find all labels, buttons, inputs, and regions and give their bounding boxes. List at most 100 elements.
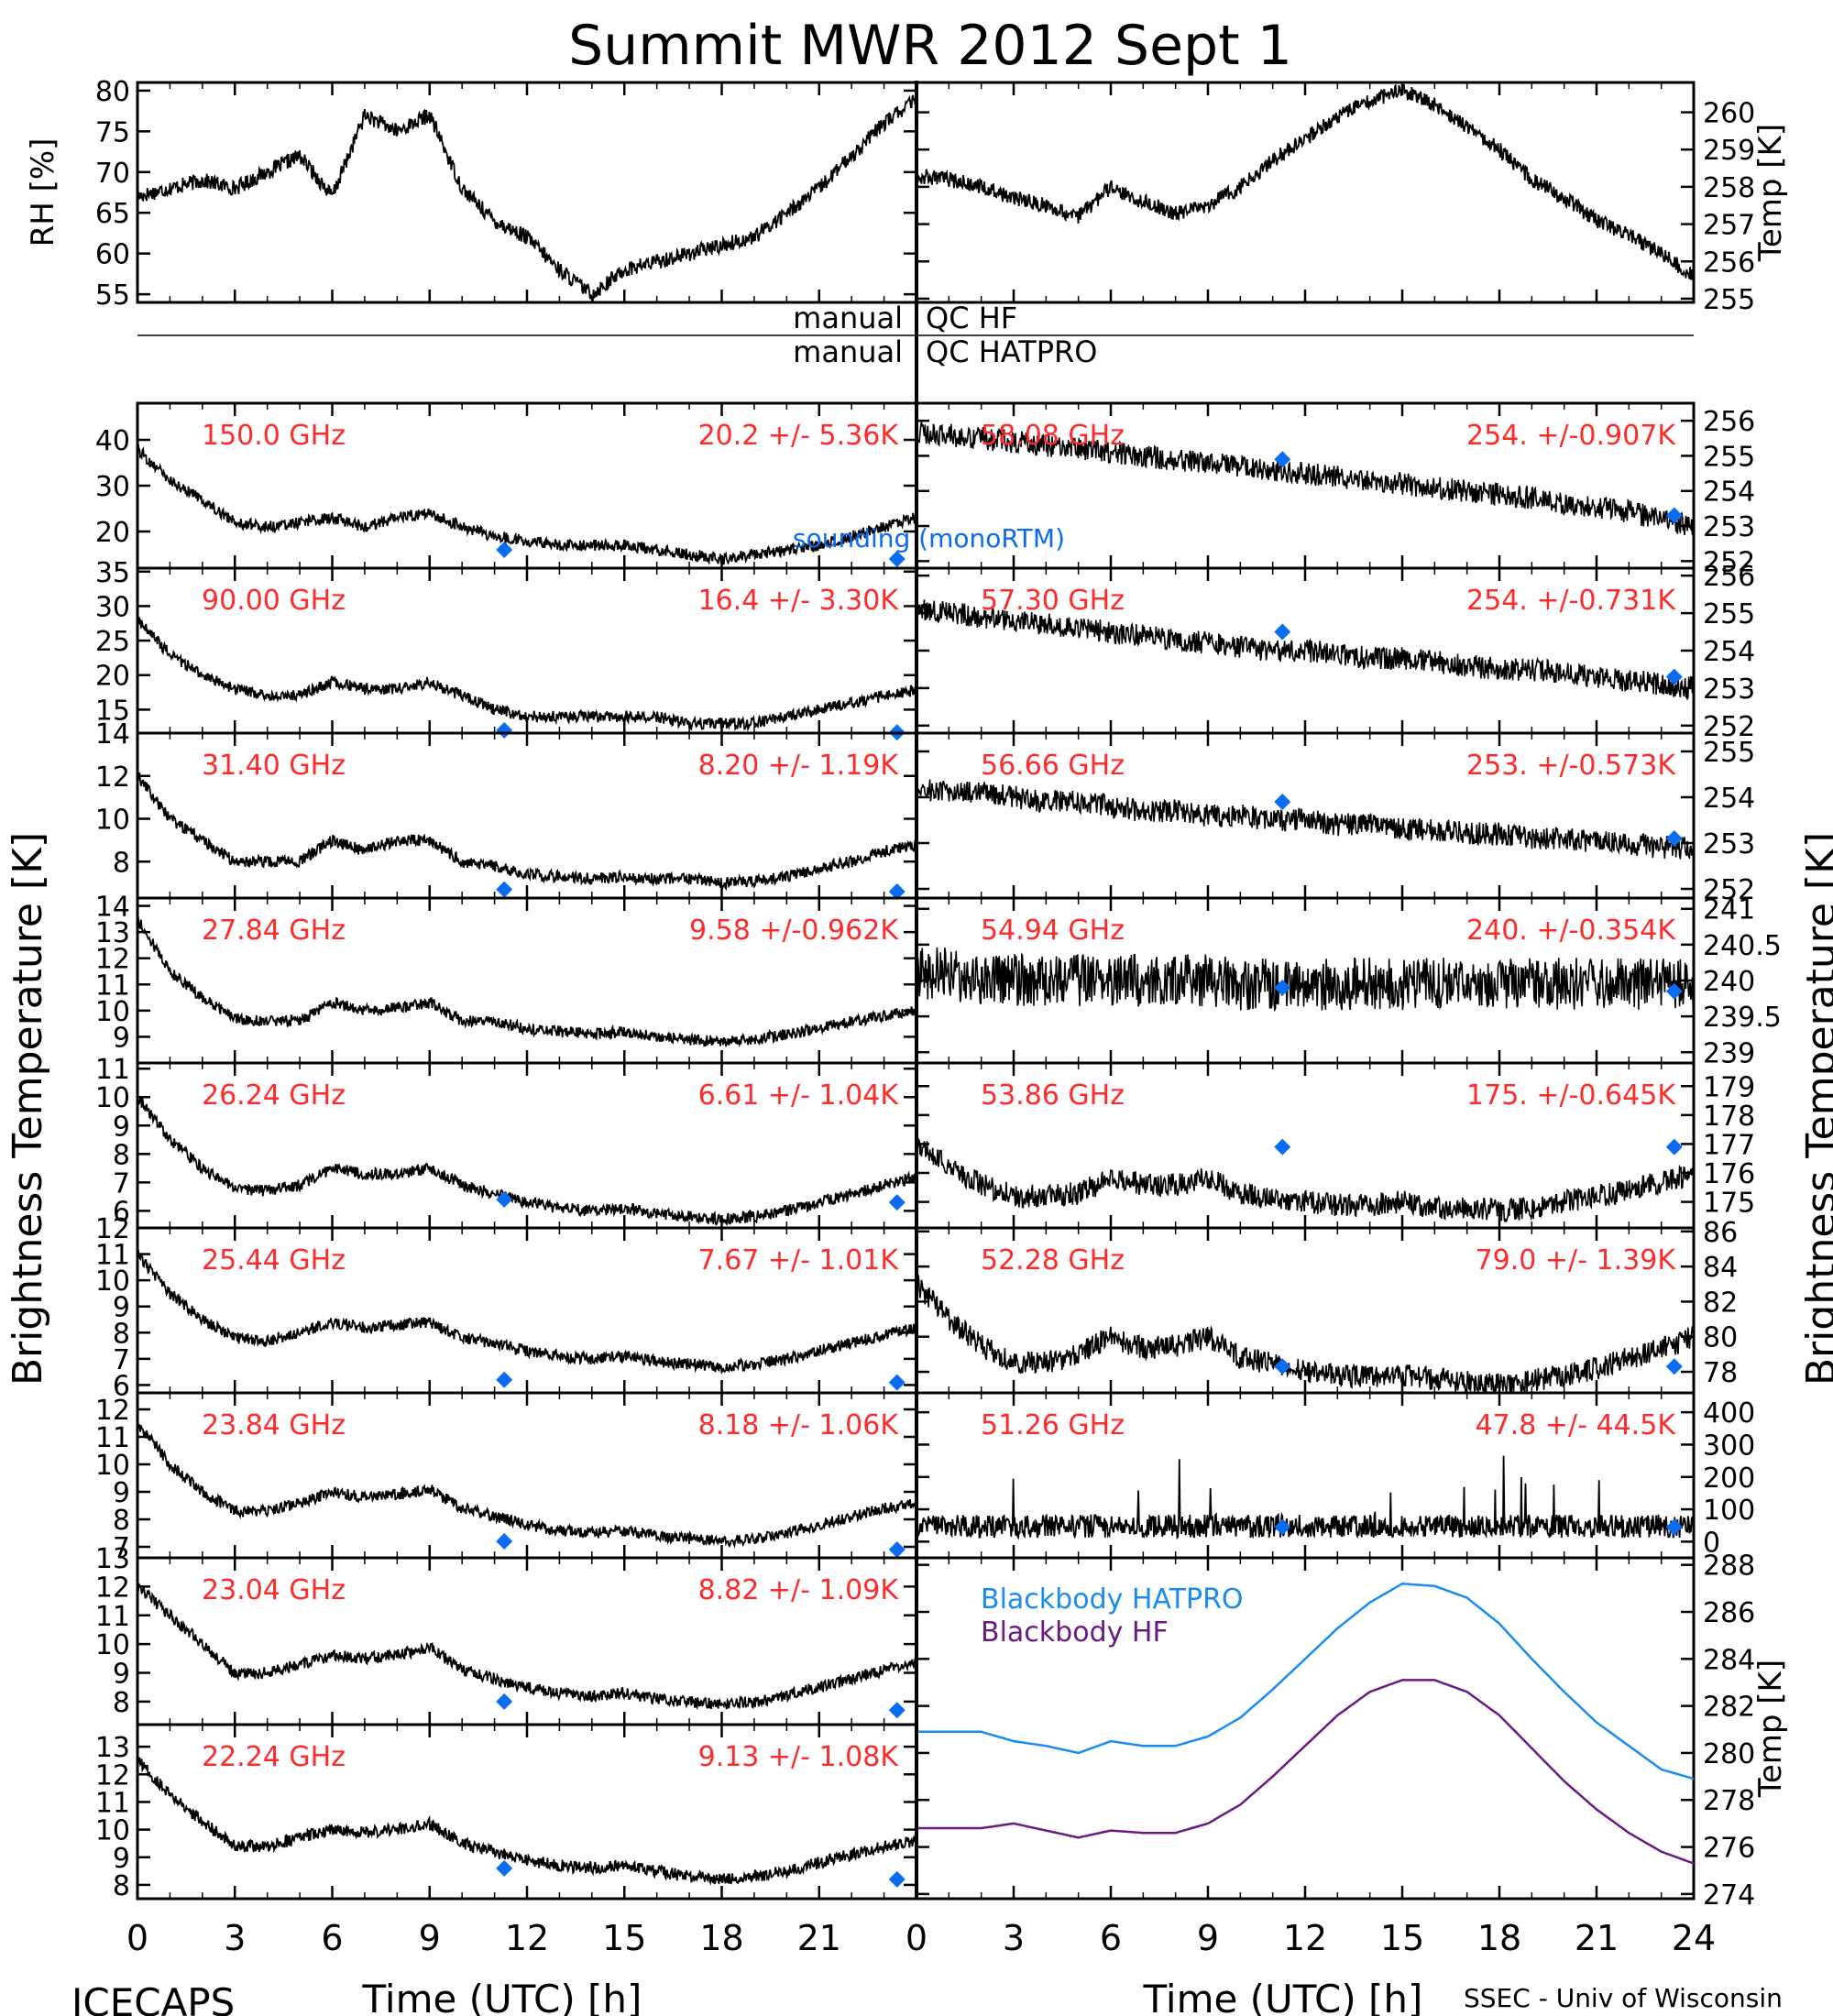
y-tick-label: 60 (95, 239, 130, 271)
y-tick-label: 253 (1703, 511, 1755, 543)
y-tick-label: 286 (1703, 1597, 1755, 1629)
channel-stat: 47.8 +/- 44.5K (1476, 1409, 1677, 1441)
y-tick-label: 7 (113, 1167, 130, 1200)
y-tick-label: 13 (95, 1543, 130, 1575)
y-tick-label: 9 (113, 1022, 130, 1054)
y-tick-label: 10 (95, 805, 130, 837)
channel-label: 26.24 GHz (202, 1079, 346, 1112)
y-tick-label: 252 (1703, 546, 1755, 578)
y-tick-label: 11 (95, 1422, 130, 1454)
y-tick-label: 82 (1703, 1287, 1738, 1319)
panel-rh: 55 60 65 70 75 80 RH [%] (25, 76, 918, 312)
y-tick-label: 20 (95, 661, 130, 693)
y-tick-label: 8 (113, 1505, 130, 1537)
x-tick-label: 24 (1672, 1918, 1716, 1958)
x-axis-label-right: Time (UTC) [h] (1143, 1977, 1423, 2016)
data-trace (137, 1095, 916, 1226)
x-tick-label: 3 (224, 1918, 246, 1958)
y-tick-label: 256 (1703, 406, 1755, 438)
data-trace (137, 443, 916, 565)
y-tick-label: 9 (113, 1292, 130, 1324)
sounding-marker (1274, 451, 1291, 468)
channel-label: 51.26 GHz (981, 1409, 1125, 1441)
y-tick-label: 252 (1703, 874, 1755, 906)
y-tick-label: 282 (1703, 1692, 1755, 1724)
data-trace (916, 779, 1694, 860)
qc-hatpro-left: manual (793, 334, 903, 369)
x-tick-label: 0 (906, 1918, 927, 1958)
sounding-marker (888, 551, 906, 567)
y-tick-label: 9 (113, 1111, 130, 1143)
qc-hf-left: manual (793, 301, 903, 335)
x-tick-label: 0 (126, 1918, 148, 1958)
y-tick-label: 0 (1703, 1527, 1720, 1559)
data-trace (137, 91, 916, 302)
x-tick-label: 12 (505, 1918, 549, 1958)
y-tick-label: 10 (95, 1629, 130, 1661)
y-tick-label: 284 (1703, 1644, 1755, 1676)
y-tick-label: 178 (1703, 1101, 1755, 1133)
y-tick-label: 255 (1703, 284, 1755, 316)
y-tick-label: 78 (1703, 1357, 1738, 1389)
y-tick-label: 255 (1703, 598, 1755, 630)
y-tick-label: 10 (95, 1815, 130, 1847)
y-tick-label: 100 (1703, 1495, 1755, 1527)
channel-label: 22.24 GHz (202, 1741, 346, 1773)
y-tick-label: 65 (95, 198, 130, 230)
x-tick-label: 15 (1380, 1918, 1424, 1958)
y-tick-label: 13 (95, 1732, 130, 1764)
panel-ch31: 8 10 12 14 31.40 GHz 8.20 +/- 1.19K (95, 718, 918, 900)
data-trace (916, 1455, 1694, 1540)
y-tick-label: 55 (95, 279, 130, 312)
sounding-marker (1665, 507, 1683, 524)
sounding-marker (1665, 668, 1683, 685)
y-tick-label: 256 (1703, 561, 1755, 593)
y-tick-label: 25 (95, 626, 130, 658)
sounding-marker (496, 1190, 513, 1208)
channel-stat: 254. +/-0.907K (1466, 420, 1676, 452)
data-trace (916, 421, 1694, 535)
y-tick-label: 9 (113, 1477, 130, 1509)
y-tick-label: 9 (113, 1659, 130, 1691)
y-tick-label: 7 (113, 1344, 130, 1376)
channel-stat: 9.58 +/-0.962K (689, 915, 899, 947)
qc-hf-right: QC HF (926, 301, 1017, 335)
y-tick-label: 12 (95, 761, 130, 794)
y-tick-label: 80 (1703, 1322, 1738, 1354)
y-tick-label: 10 (95, 996, 130, 1028)
sounding-marker (888, 882, 906, 900)
channel-stat: 175. +/-0.645K (1466, 1079, 1676, 1112)
sounding-marker (888, 1870, 906, 1888)
legend-entry: Blackbody HATPRO (981, 1583, 1244, 1616)
y-axis-title: Temp [K] (1752, 1660, 1789, 1798)
y-tick-label: 280 (1703, 1738, 1755, 1770)
sounding-marker (1274, 623, 1291, 641)
y-tick-label: 240 (1703, 966, 1755, 998)
qc-block: manual QC HF manual QC HATPRO (137, 81, 1694, 1899)
channel-stat: 6.61 +/- 1.04K (698, 1079, 900, 1112)
y-tick-label: 254 (1703, 477, 1755, 509)
x-tick-label: 6 (321, 1918, 343, 1958)
y-tick-label: 175 (1703, 1188, 1755, 1220)
x-tick-label: 18 (1477, 1918, 1521, 1958)
y-tick-label: 86 (1703, 1217, 1738, 1249)
y-tick-label: 259 (1703, 135, 1755, 167)
data-trace (137, 1755, 916, 1886)
channel-stat: 8.18 +/- 1.06K (698, 1409, 900, 1441)
sounding-marker (888, 1541, 906, 1558)
x-tick-label: 15 (602, 1918, 646, 1958)
channel-label: 56.66 GHz (981, 750, 1125, 782)
y-tick-label: 252 (1703, 711, 1755, 743)
y-tick-label: 8 (113, 847, 130, 879)
legend-entry: Blackbody HF (981, 1616, 1169, 1649)
y-tick-label: 200 (1703, 1463, 1755, 1495)
y-tick-label: 239.5 (1703, 1002, 1782, 1034)
data-trace (916, 1137, 1694, 1223)
